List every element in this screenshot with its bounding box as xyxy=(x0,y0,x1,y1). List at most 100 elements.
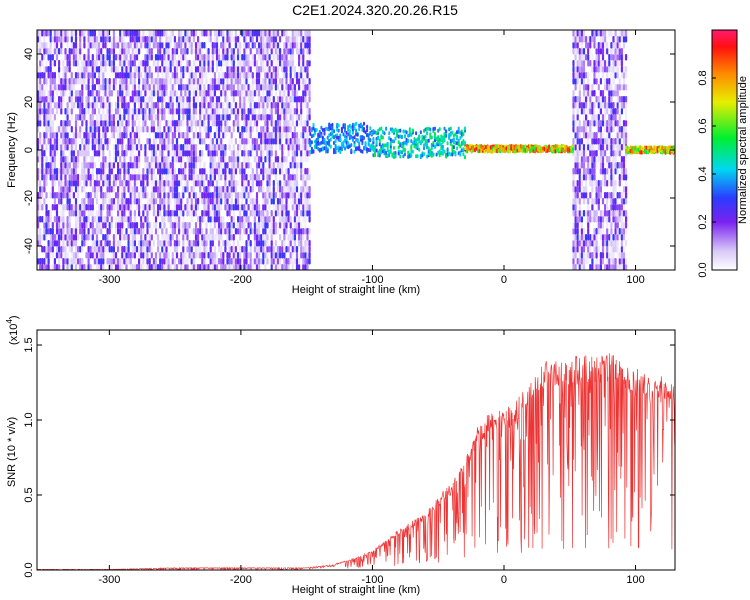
spectrogram-cell xyxy=(55,138,59,145)
spectrogram-cell xyxy=(331,134,334,139)
spectrogram-cell xyxy=(175,246,179,253)
spectrogram-cell xyxy=(249,174,252,181)
spectrogram-cell xyxy=(344,138,346,143)
spectrogram-cell xyxy=(224,132,227,139)
spectrogram-cell xyxy=(152,222,155,229)
spectrogram-cell xyxy=(215,210,219,217)
spectrogram-cell xyxy=(53,42,56,49)
spectrogram-cell xyxy=(222,216,225,223)
spectrogram-cell xyxy=(150,30,153,37)
spectrogram-cell xyxy=(95,60,99,67)
spectrogram-cell xyxy=(585,84,588,91)
spectrogram-cell xyxy=(232,180,235,187)
spectrogram-cell xyxy=(580,72,583,79)
spectrogram-cell xyxy=(597,48,600,55)
spectrogram-cell xyxy=(81,198,84,205)
spectrogram-cell xyxy=(62,240,65,247)
spectrogram-cell xyxy=(291,60,294,67)
spectrogram-cell xyxy=(608,144,611,151)
spectrogram-cell xyxy=(266,102,269,109)
spectrogram-cell xyxy=(62,60,65,67)
spectrogram-cell xyxy=(157,72,160,79)
spectrogram-cell xyxy=(79,264,82,270)
spectrogram-cell xyxy=(283,234,286,241)
spectrogram-cell xyxy=(224,90,227,97)
spectrogram-cell xyxy=(79,216,82,223)
spectrogram-cell xyxy=(599,108,602,115)
spectrogram-cell xyxy=(43,228,46,235)
spectrogram-cell xyxy=(53,162,56,169)
spectrogram-cell xyxy=(228,174,231,181)
spectrogram-cell xyxy=(625,222,628,229)
spectrogram-cell xyxy=(201,156,204,163)
spectrogram-cell xyxy=(188,192,191,199)
spectrogram-cell xyxy=(220,90,223,97)
spectrogram-cell xyxy=(285,204,288,211)
spectrogram-cell xyxy=(304,78,307,85)
spectrogram-cell xyxy=(308,240,311,247)
spectrogram-cell xyxy=(64,54,67,61)
spectrogram-cell xyxy=(114,144,118,151)
spectrogram-cell xyxy=(169,108,172,115)
spectrogram-cell xyxy=(281,84,284,91)
spectrogram-cell xyxy=(618,234,621,241)
spectrogram-cell xyxy=(129,42,132,49)
spectrogram-cell xyxy=(258,222,261,229)
spectrogram-cell xyxy=(194,90,198,97)
spectrogram-cell xyxy=(199,60,202,67)
spectrogram-cell xyxy=(268,96,271,103)
spectrogram-cell xyxy=(154,144,158,151)
spectrogram-cell xyxy=(272,96,275,103)
spectrogram-cell xyxy=(167,234,170,241)
spectrogram-cell xyxy=(190,156,193,163)
spectrogram-cell xyxy=(146,168,149,175)
spectrogram-cell xyxy=(173,186,176,193)
spectrogram-cell xyxy=(608,78,611,85)
spectrogram-cell xyxy=(222,132,225,139)
spectrogram-cell xyxy=(578,48,581,55)
spectrogram-cell xyxy=(121,138,124,145)
spectrogram-cell xyxy=(98,54,101,61)
spectrogram-cell xyxy=(287,186,290,193)
spectrogram-cell xyxy=(285,114,288,121)
spectrogram-cell xyxy=(224,180,227,187)
spectrogram-cell xyxy=(89,252,92,259)
spectrogram-cell xyxy=(112,246,115,253)
spectrogram-cell xyxy=(127,60,130,67)
spectrogram-cell xyxy=(91,36,94,43)
spectrogram-cell xyxy=(258,48,261,55)
spectrogram-cell xyxy=(251,60,254,67)
spectrogram-cell xyxy=(241,84,244,91)
spectrogram-cell xyxy=(37,84,40,91)
spectrogram-cell xyxy=(224,108,227,115)
spectrogram-cell xyxy=(85,138,88,145)
spectrogram-cell xyxy=(610,246,613,253)
spectrogram-cell xyxy=(285,66,288,73)
spectrogram-cell xyxy=(66,222,69,229)
spectrogram-cell xyxy=(283,54,286,61)
spectrogram-cell xyxy=(125,264,128,270)
spectrogram-cell xyxy=(347,132,350,137)
spectrogram-cell xyxy=(276,66,280,73)
spectrogram-cell xyxy=(119,36,122,43)
spectrogram-cell xyxy=(264,168,267,175)
spectrogram-cell xyxy=(95,90,99,97)
spectrogram-cell xyxy=(279,192,282,199)
spectrogram-cell xyxy=(264,204,267,211)
spectrogram-cell xyxy=(157,186,160,193)
spectrogram-cell xyxy=(140,264,143,270)
spectrogram-cell xyxy=(91,174,94,181)
spectrogram-cell xyxy=(281,90,284,97)
spectrogram-cell xyxy=(578,36,581,43)
spectrogram-cell xyxy=(614,54,617,61)
spectrogram-cell xyxy=(218,246,221,253)
spectrogram-cell xyxy=(260,48,263,55)
spectrogram-cell xyxy=(239,66,242,73)
spectrogram-cell xyxy=(298,84,301,91)
spectrogram-cell xyxy=(197,66,200,73)
spectrogram-cell xyxy=(184,162,187,169)
spectrogram-cell xyxy=(95,78,99,85)
spectrogram-cell xyxy=(232,216,235,223)
spectrogram-cell xyxy=(152,30,155,37)
spectrogram-cell xyxy=(190,228,193,235)
